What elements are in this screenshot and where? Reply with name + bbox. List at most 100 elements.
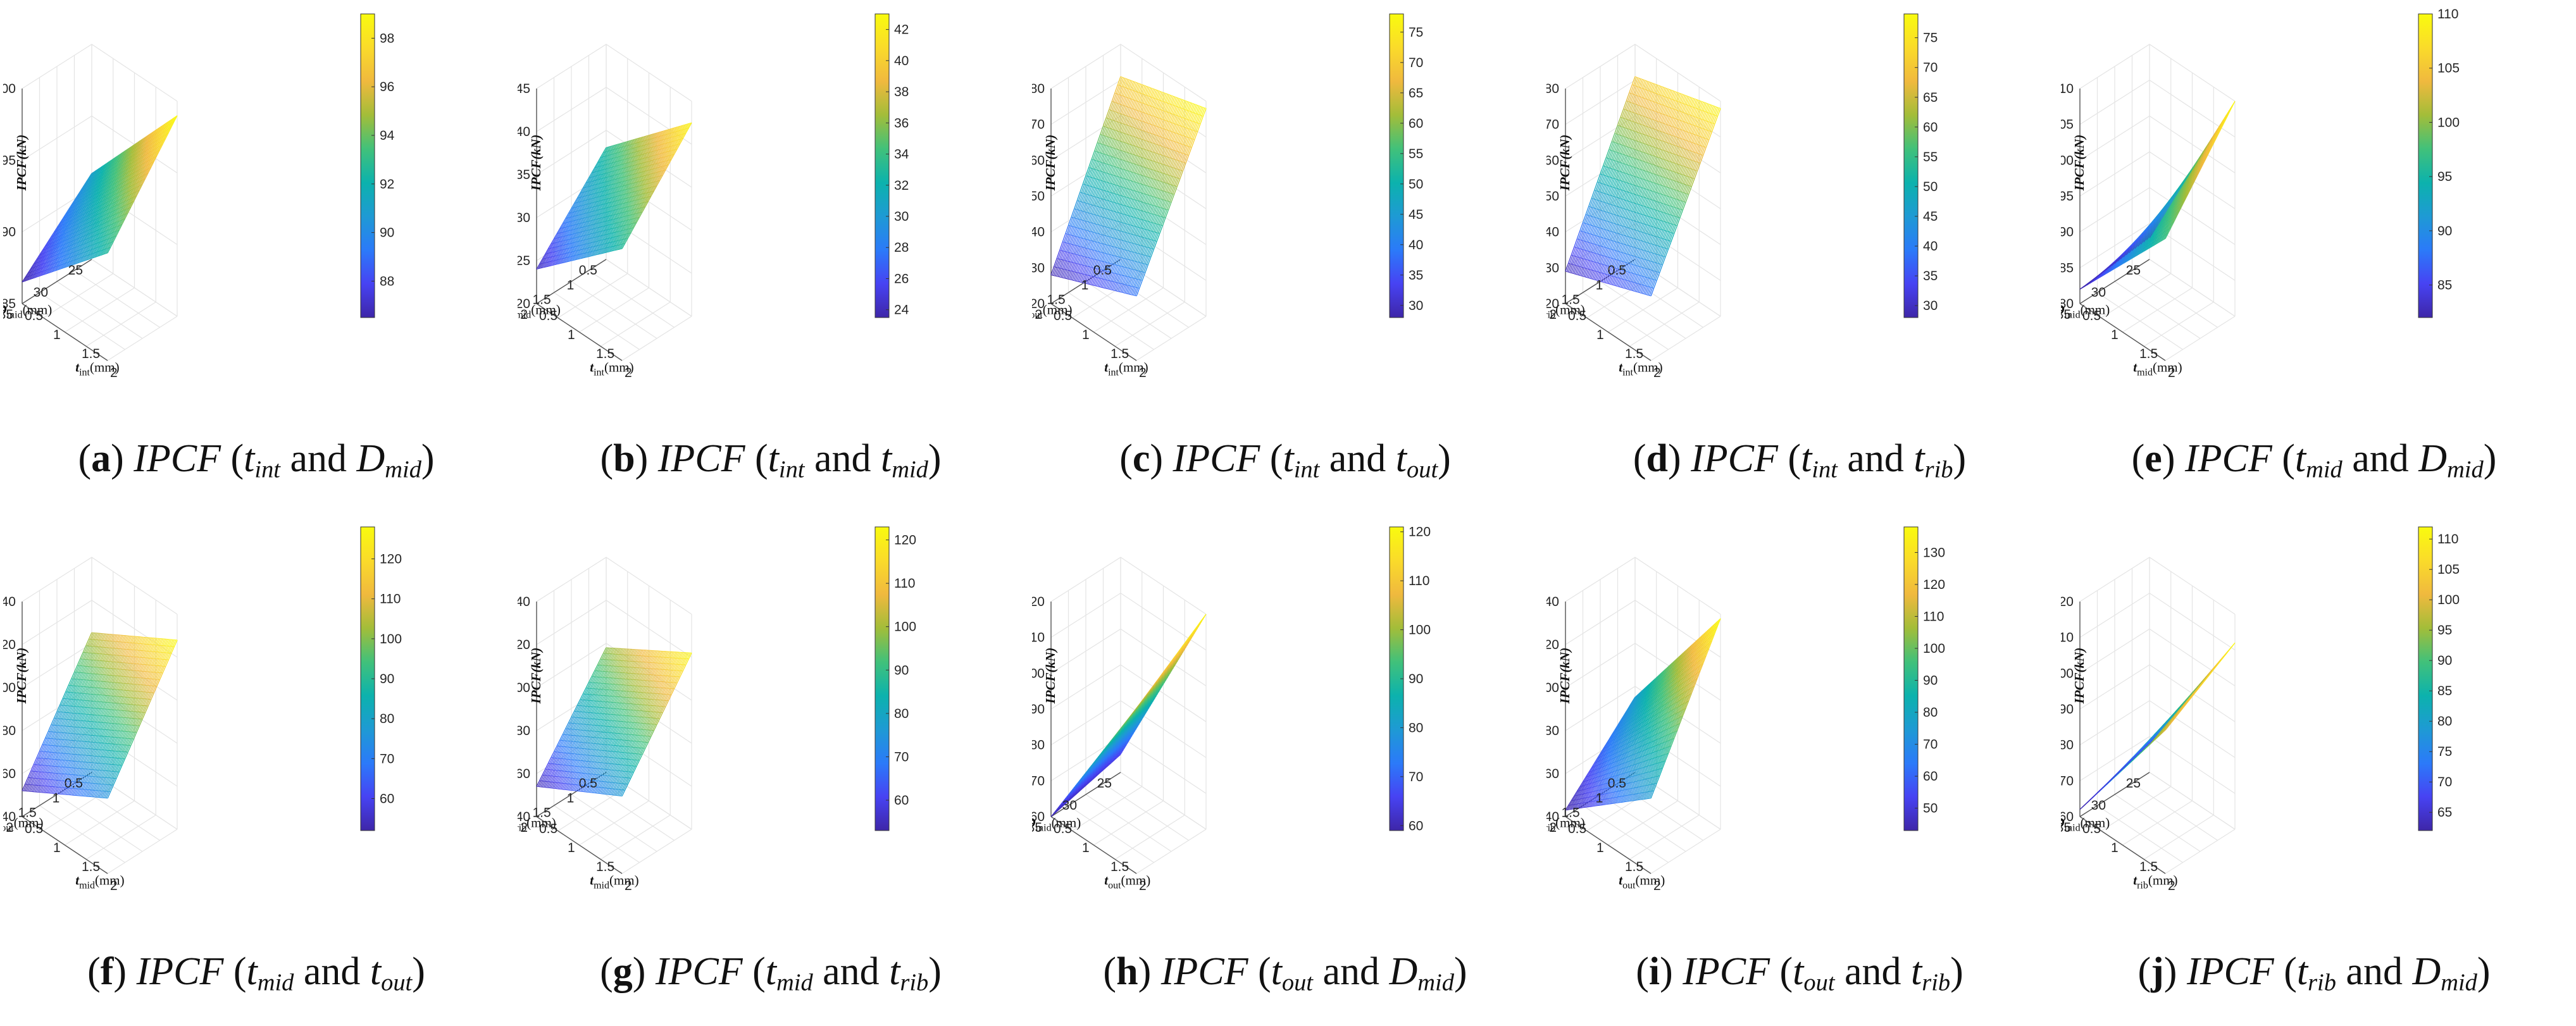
surface-line bbox=[631, 173, 635, 180]
surface-line bbox=[95, 183, 99, 189]
surface-line bbox=[672, 140, 676, 146]
surface-line bbox=[70, 244, 74, 250]
surface-line bbox=[138, 153, 142, 159]
surface-line bbox=[582, 213, 586, 219]
surface-line bbox=[594, 166, 598, 168]
surface-line bbox=[585, 190, 589, 192]
surface-line bbox=[142, 140, 146, 146]
surface-line bbox=[572, 219, 576, 226]
surface-line bbox=[120, 171, 123, 174]
surface-line bbox=[613, 223, 617, 224]
surface-line bbox=[583, 199, 588, 206]
surface-line bbox=[134, 195, 137, 197]
surface-line bbox=[83, 226, 87, 233]
surface-line bbox=[103, 185, 106, 187]
surface-line bbox=[591, 211, 594, 213]
surface-line bbox=[104, 209, 109, 215]
surface-line bbox=[607, 167, 611, 173]
surface-line bbox=[82, 199, 86, 205]
surface-line bbox=[659, 166, 663, 172]
surface-line bbox=[621, 243, 626, 249]
surface-line bbox=[122, 181, 126, 183]
surface-line bbox=[99, 228, 103, 234]
surface-line bbox=[570, 256, 575, 261]
surface-line bbox=[619, 230, 623, 237]
surface-line bbox=[70, 240, 75, 246]
surface-line bbox=[128, 149, 132, 155]
surface-line bbox=[47, 257, 51, 259]
surface-line bbox=[77, 245, 82, 251]
surface-line bbox=[645, 143, 649, 149]
surface-line bbox=[603, 243, 607, 249]
surface-line bbox=[85, 238, 89, 240]
surface-line bbox=[61, 263, 66, 269]
surface-line bbox=[623, 238, 627, 244]
surface-line bbox=[116, 192, 120, 194]
surface-line bbox=[68, 241, 72, 244]
surface-line bbox=[75, 197, 79, 203]
surface-line bbox=[85, 204, 89, 207]
surface-line bbox=[673, 149, 678, 155]
surface-line bbox=[1079, 229, 1083, 238]
surface-line bbox=[619, 146, 624, 152]
surface-line bbox=[37, 268, 41, 274]
surface-line bbox=[668, 159, 672, 165]
surface-line bbox=[51, 242, 54, 247]
surface-line bbox=[565, 226, 569, 232]
surface-line bbox=[110, 202, 115, 209]
surface-line bbox=[638, 154, 642, 160]
surface-line bbox=[571, 233, 575, 235]
surface-line bbox=[1074, 254, 1079, 264]
surface-line bbox=[576, 206, 581, 212]
surface-line bbox=[621, 216, 626, 222]
surface-line bbox=[132, 196, 136, 202]
surface-line bbox=[142, 154, 146, 161]
surface-line bbox=[60, 256, 65, 261]
surface-line bbox=[597, 244, 601, 250]
surface-line bbox=[579, 249, 583, 250]
surface-line bbox=[116, 176, 120, 179]
surface-line bbox=[617, 173, 621, 175]
colorbar-tick-label: 40 bbox=[894, 54, 909, 68]
surface-line bbox=[632, 147, 635, 149]
surface-line bbox=[631, 152, 635, 158]
surface-line bbox=[87, 190, 90, 197]
surface-line bbox=[1092, 187, 1097, 197]
surface-line bbox=[125, 151, 129, 154]
surface-line bbox=[116, 212, 120, 218]
surface-line bbox=[152, 156, 156, 163]
surface-line bbox=[1063, 242, 1067, 252]
surface-line bbox=[611, 206, 614, 211]
surface-line bbox=[96, 195, 101, 201]
surface-line bbox=[594, 206, 597, 207]
surface-line bbox=[1061, 250, 1065, 260]
x-tick-label: 2 bbox=[625, 366, 632, 380]
surface-line bbox=[596, 196, 600, 202]
surface-line bbox=[571, 225, 575, 226]
surface-line bbox=[123, 173, 128, 179]
surface-line bbox=[1111, 157, 1115, 166]
surface-line bbox=[65, 266, 68, 268]
surface-line bbox=[144, 149, 147, 156]
surface-line bbox=[142, 170, 146, 172]
surface-line bbox=[610, 245, 614, 252]
surface-line bbox=[119, 219, 123, 221]
surface-line bbox=[676, 143, 681, 149]
surface-line bbox=[134, 175, 137, 177]
surface-line bbox=[145, 172, 149, 179]
surface-line bbox=[638, 185, 642, 191]
surface-line bbox=[159, 136, 163, 142]
surface-line bbox=[148, 158, 152, 161]
surface-line bbox=[108, 204, 111, 210]
surface-line bbox=[87, 217, 92, 223]
surface-line bbox=[557, 232, 562, 238]
axis-line bbox=[22, 303, 108, 361]
surface-line bbox=[559, 227, 563, 233]
surface-line bbox=[115, 185, 119, 191]
surface-line bbox=[137, 173, 140, 175]
surface-line bbox=[76, 230, 80, 236]
surface-line bbox=[111, 160, 115, 166]
surface-line bbox=[546, 261, 550, 268]
surface-line bbox=[659, 161, 663, 163]
surface-line bbox=[52, 248, 56, 254]
